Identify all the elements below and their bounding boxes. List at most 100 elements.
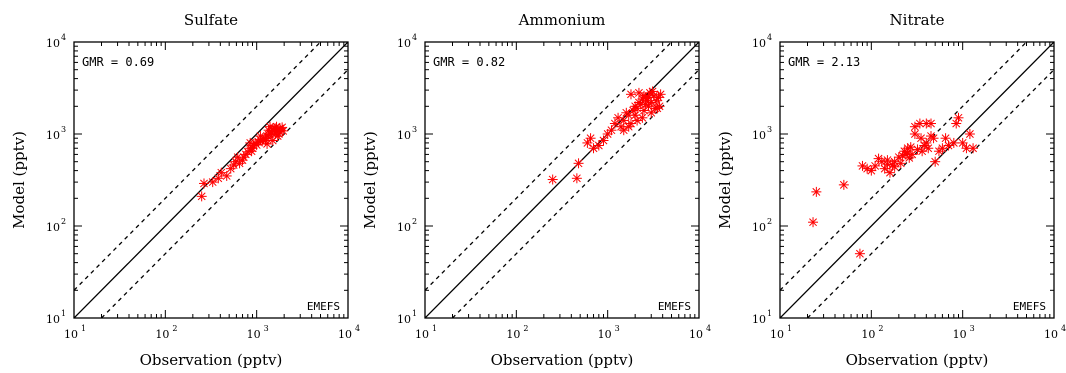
data-point	[228, 160, 239, 171]
reference-lines	[425, 42, 699, 318]
data-points	[196, 121, 289, 202]
x-tick-label: 10	[598, 328, 612, 341]
data-point	[585, 133, 596, 144]
data-point	[943, 140, 954, 151]
y-tick-label: 1	[767, 309, 772, 318]
y-axis-label: Model (pptv)	[361, 131, 379, 229]
data-point	[647, 86, 658, 97]
y-tick-label: 4	[61, 33, 66, 42]
source-label: EMEFS	[1013, 300, 1046, 313]
x-tick-label: 3	[615, 324, 620, 333]
data-point	[940, 133, 951, 144]
y-tick-label: 2	[767, 217, 772, 226]
chart-panel-2: 10 110 110 210 210 310 310 410 4NitrateObservati…	[716, 11, 1066, 369]
x-tick-label: 3	[264, 324, 269, 333]
data-point	[870, 160, 881, 171]
x-tick-label: 4	[1061, 324, 1066, 333]
data-point	[260, 135, 271, 146]
y-tick-label: 10	[752, 129, 766, 142]
x-tick-label: 10	[64, 328, 78, 341]
data-point	[639, 105, 650, 116]
x-tick-label: 3	[970, 324, 975, 333]
data-point	[609, 118, 620, 129]
plot-frame	[424, 41, 700, 319]
data-point	[588, 143, 599, 154]
y-axis-label: Model (pptv)	[10, 131, 28, 229]
gmr-annotation: GMR = 0.82	[433, 55, 505, 69]
data-point	[948, 137, 959, 148]
x-tick-label: 10	[338, 328, 352, 341]
y-tick-label: 1	[61, 309, 66, 318]
x-tick-label: 2	[878, 324, 883, 333]
one-to-one-line	[425, 42, 699, 318]
two-to-one-line	[780, 42, 1027, 291]
data-point	[216, 167, 227, 178]
plot-frame	[73, 41, 349, 319]
data-point	[914, 118, 925, 129]
data-point	[925, 118, 936, 129]
y-tick-label: 10	[397, 129, 411, 142]
data-point	[196, 191, 207, 202]
data-point	[633, 87, 644, 98]
x-tick-label: 4	[706, 324, 711, 333]
y-tick-label: 1	[412, 309, 417, 318]
x-tick-label: 10	[1044, 328, 1058, 341]
data-point	[854, 248, 865, 259]
chart-panel-1: 10 110 110 210 210 310 310 410 4AmmoniumObservat…	[361, 11, 711, 369]
data-point	[925, 131, 936, 142]
y-tick-label: 2	[61, 217, 66, 226]
x-tick-label: 10	[415, 328, 429, 341]
x-tick-label: 2	[172, 324, 177, 333]
y-tick-label: 10	[752, 37, 766, 50]
x-tick-label: 10	[861, 328, 875, 341]
y-tick-label: 10	[46, 37, 60, 50]
data-point	[245, 137, 256, 148]
data-point	[573, 158, 584, 169]
data-point	[278, 125, 289, 136]
x-axis-label: Observation (pptv)	[491, 351, 634, 369]
x-tick-label: 10	[506, 328, 520, 341]
data-point	[269, 123, 280, 134]
y-tick-label: 10	[752, 313, 766, 326]
data-point	[889, 161, 900, 172]
data-points	[808, 112, 979, 259]
one-to-two-line	[101, 69, 348, 318]
data-point	[968, 143, 979, 154]
two-to-one-line	[74, 42, 321, 291]
data-point	[884, 167, 895, 178]
data-point	[838, 179, 849, 190]
data-point	[632, 115, 643, 126]
data-point	[221, 170, 232, 181]
data-point	[957, 137, 968, 148]
data-point	[882, 155, 893, 166]
data-point	[862, 163, 873, 174]
data-point	[571, 173, 582, 184]
data-point	[811, 186, 822, 197]
one-to-two-line	[452, 69, 699, 318]
y-tick-label: 10	[397, 221, 411, 234]
x-tick-label: 10	[155, 328, 169, 341]
data-point	[953, 112, 964, 123]
y-tick-label: 3	[767, 125, 772, 134]
data-point	[598, 135, 609, 146]
data-point	[808, 217, 819, 228]
data-point	[625, 89, 636, 100]
x-tick-label: 4	[355, 324, 360, 333]
y-tick-label: 10	[397, 37, 411, 50]
x-axis-label: Observation (pptv)	[140, 351, 283, 369]
plot-frame	[779, 41, 1055, 319]
y-tick-label: 3	[61, 125, 66, 134]
chart-title: Ammonium	[518, 11, 606, 29]
chart-title: Sulfate	[184, 11, 238, 29]
y-tick-label: 10	[46, 221, 60, 234]
y-tick-label: 10	[46, 313, 60, 326]
chart-panel-0: 10 110 110 210 210 310 310 410 4SulfateObservati…	[10, 11, 360, 369]
axis-ticks	[73, 41, 349, 319]
axis-ticks	[779, 41, 1055, 319]
data-point	[640, 99, 651, 110]
data-point	[637, 112, 648, 123]
x-axis-label: Observation (pptv)	[846, 351, 989, 369]
y-tick-label: 10	[46, 129, 60, 142]
data-point	[207, 177, 218, 188]
axis-ticks	[424, 41, 700, 319]
